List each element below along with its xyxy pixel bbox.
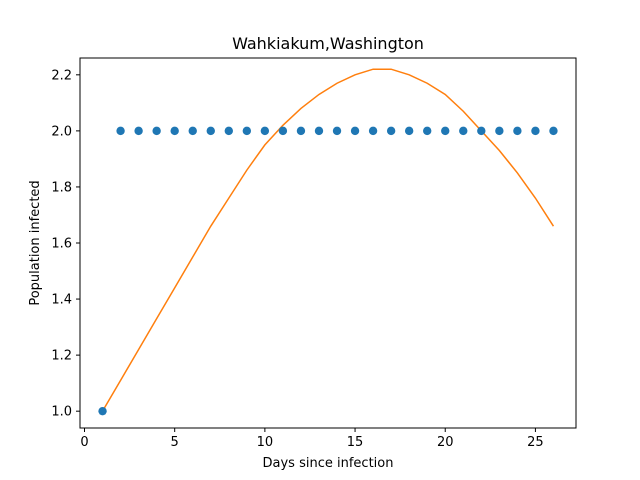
x-tick-label: 0 <box>80 435 88 450</box>
y-tick-label: 2.0 <box>51 124 72 139</box>
y-tick-label: 1.8 <box>51 180 72 195</box>
x-axis-label: Days since infection <box>263 456 394 471</box>
data-point <box>98 406 107 416</box>
data-point <box>188 126 197 136</box>
y-tick-label: 1.4 <box>51 293 72 308</box>
data-point <box>224 126 233 136</box>
data-point <box>531 126 540 136</box>
fit-line <box>101 68 555 412</box>
data-point <box>314 126 324 136</box>
data-point <box>459 126 468 136</box>
data-point <box>549 126 558 136</box>
data-point <box>296 126 306 136</box>
chart-title: Wahkiakum,Washington <box>232 34 424 53</box>
data-point <box>441 126 450 136</box>
data-point <box>170 126 179 136</box>
data-point <box>332 126 342 136</box>
data-point <box>350 126 360 136</box>
data-point <box>116 126 125 136</box>
y-tick-label: 1.6 <box>51 237 72 252</box>
y-tick-label: 2.2 <box>51 68 72 83</box>
data-point <box>134 126 143 136</box>
data-point <box>368 126 378 136</box>
y-axis-label: Population infected <box>28 180 43 305</box>
data-point <box>152 126 161 136</box>
x-tick-label: 25 <box>527 435 544 450</box>
x-tick-label: 20 <box>437 435 454 450</box>
x-tick-label: 10 <box>257 435 274 450</box>
y-axis: 1.0 1.2 1.4 1.6 1.8 2.0 2.2 <box>51 68 80 420</box>
data-point <box>386 126 396 136</box>
data-point <box>477 126 486 136</box>
data-point <box>278 126 288 136</box>
plot-area <box>98 68 558 416</box>
x-axis: 0 5 10 15 20 25 <box>80 428 544 450</box>
axes-frame <box>79 57 577 429</box>
x-tick-label: 5 <box>171 435 179 450</box>
data-point <box>513 126 522 136</box>
x-tick-label: 15 <box>347 435 364 450</box>
data-point <box>423 126 432 136</box>
y-tick-label: 1.0 <box>51 405 72 420</box>
data-point <box>206 126 215 136</box>
data-point <box>404 126 414 136</box>
y-tick-label: 1.2 <box>51 349 72 364</box>
data-point <box>242 126 252 136</box>
data-point <box>495 126 504 136</box>
data-point <box>260 126 270 136</box>
